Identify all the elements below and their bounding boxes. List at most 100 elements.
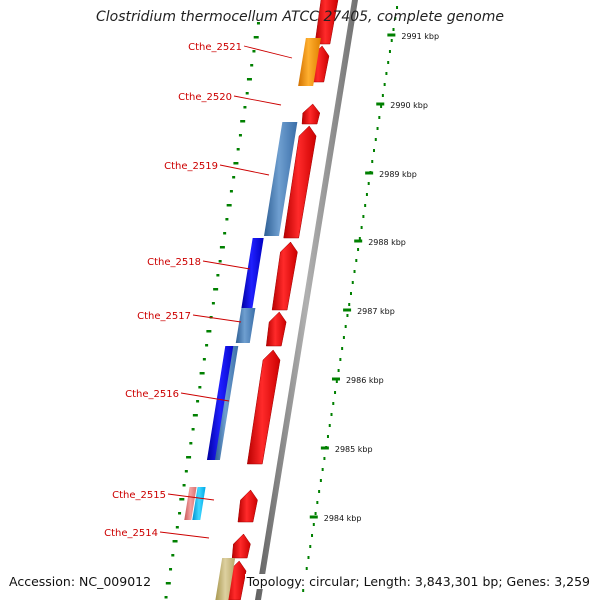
ruler-dot — [342, 336, 345, 339]
gc-tick — [240, 120, 246, 123]
cds-block-steelblue — [264, 122, 298, 236]
gc-tick — [178, 512, 182, 515]
gene-labels: Cthe_2521 Cthe_2520 Cthe_2519 Cthe_2518 Cthe… — [104, 42, 293, 539]
gc-tick — [233, 162, 239, 165]
ruler-label: 2985 kbp — [335, 445, 373, 454]
ruler-dot — [319, 479, 322, 482]
gc-tick — [245, 92, 249, 95]
gene-label: Cthe_2520 — [178, 92, 232, 103]
gene-leader-line — [219, 164, 270, 176]
ruler-dot — [396, 6, 399, 9]
gc-tick — [206, 330, 212, 333]
forward-gene-arrow — [271, 241, 298, 311]
genome-backbone — [255, 0, 358, 600]
gc-tick — [225, 218, 229, 221]
cds-block-cyan — [192, 487, 206, 520]
gc-tick — [211, 302, 215, 305]
ruler-label: 2990 kbp — [390, 101, 428, 110]
ruler-dot — [309, 545, 312, 548]
cds-block-pink — [184, 487, 197, 520]
gc-tick — [202, 358, 206, 361]
ruler-label: 2987 kbp — [357, 307, 395, 316]
ruler-dot — [334, 391, 337, 394]
gc-tick — [216, 274, 220, 277]
gc-tick — [252, 50, 256, 53]
ruler-dot — [360, 226, 363, 229]
gc-tick — [169, 568, 173, 571]
ruler-dot — [383, 83, 386, 86]
ruler-dot — [355, 259, 358, 262]
ruler-dot — [390, 39, 393, 42]
gc-tick — [219, 246, 225, 249]
gc-tick — [189, 442, 193, 445]
cds-block-steelblue — [214, 346, 239, 460]
gc-tick — [182, 484, 186, 487]
ruler-dot — [318, 490, 321, 493]
gene-label: Cthe_2514 — [104, 528, 158, 539]
ruler-dot — [378, 116, 381, 119]
gc-tick — [238, 134, 242, 137]
ruler-dot — [376, 127, 379, 130]
ruler-dot — [330, 413, 333, 416]
gene-label: Cthe_2519 — [164, 161, 218, 172]
gc-tick — [243, 106, 247, 109]
gene-label: Cthe_2515 — [112, 490, 166, 501]
kbp-ruler — [302, 6, 399, 592]
ruler-dot — [385, 72, 388, 75]
gc-tick — [172, 540, 178, 543]
ruler-dot — [380, 105, 383, 108]
gene-leader-line — [167, 493, 215, 501]
ruler-dot — [364, 204, 367, 207]
ruler-dot — [392, 28, 395, 31]
ruler-dot — [344, 325, 347, 328]
ruler-dot — [337, 369, 340, 372]
ruler-dot — [302, 589, 305, 592]
gene-label: Cthe_2521 — [188, 42, 242, 53]
gc-tick — [232, 176, 236, 179]
gc-tick — [223, 232, 227, 235]
gene-leader-line — [243, 45, 293, 59]
ruler-dot — [358, 237, 361, 240]
ruler-dot — [349, 292, 352, 295]
ruler-dot — [371, 160, 374, 163]
ruler-major-tick — [365, 171, 374, 175]
gc-tick — [229, 190, 233, 193]
ruler-dot — [328, 424, 331, 427]
gene-label: Cthe_2518 — [147, 257, 201, 268]
kbp-ruler-labels: 2991 kbp 2990 kbp 2989 kbp 2988 kbp 2987 kbp… — [324, 32, 439, 523]
ruler-dot — [353, 270, 356, 273]
gc-tick — [196, 400, 200, 403]
gc-tick — [165, 582, 171, 585]
ruler-dot — [374, 138, 377, 141]
gc-tick — [199, 372, 205, 375]
gc-tick — [213, 288, 219, 291]
forward-gene-arrow — [283, 125, 317, 239]
ruler-dot — [305, 567, 308, 570]
accession-text: Accession: NC_009012 — [7, 574, 154, 589]
gene-leader-line — [233, 95, 282, 106]
ruler-dot — [381, 94, 384, 97]
ruler-dot — [346, 314, 349, 317]
ruler-dot — [307, 556, 310, 559]
map-title: Clostridium thermocellum ATCC 27405, com… — [96, 9, 504, 25]
ruler-dot — [367, 182, 370, 185]
gc-tick — [246, 78, 252, 81]
gene-leader-line — [202, 260, 251, 270]
gc-tick — [186, 456, 192, 459]
gc-tick — [236, 148, 240, 151]
ruler-dot — [332, 402, 335, 405]
ruler-label: 2989 kbp — [379, 170, 417, 179]
ruler-dot — [348, 303, 351, 306]
ruler-label: 2991 kbp — [401, 32, 439, 41]
forward-gene-arrow — [237, 489, 258, 523]
ruler-dot — [362, 215, 365, 218]
ruler-dot — [314, 512, 317, 515]
cds-block-orange — [298, 38, 321, 86]
ruler-dot — [311, 534, 314, 537]
ruler-label: 2984 kbp — [324, 514, 362, 523]
gc-tick — [171, 554, 175, 557]
cds-block-steelblue — [235, 308, 256, 343]
cds-block-blue — [241, 238, 264, 308]
